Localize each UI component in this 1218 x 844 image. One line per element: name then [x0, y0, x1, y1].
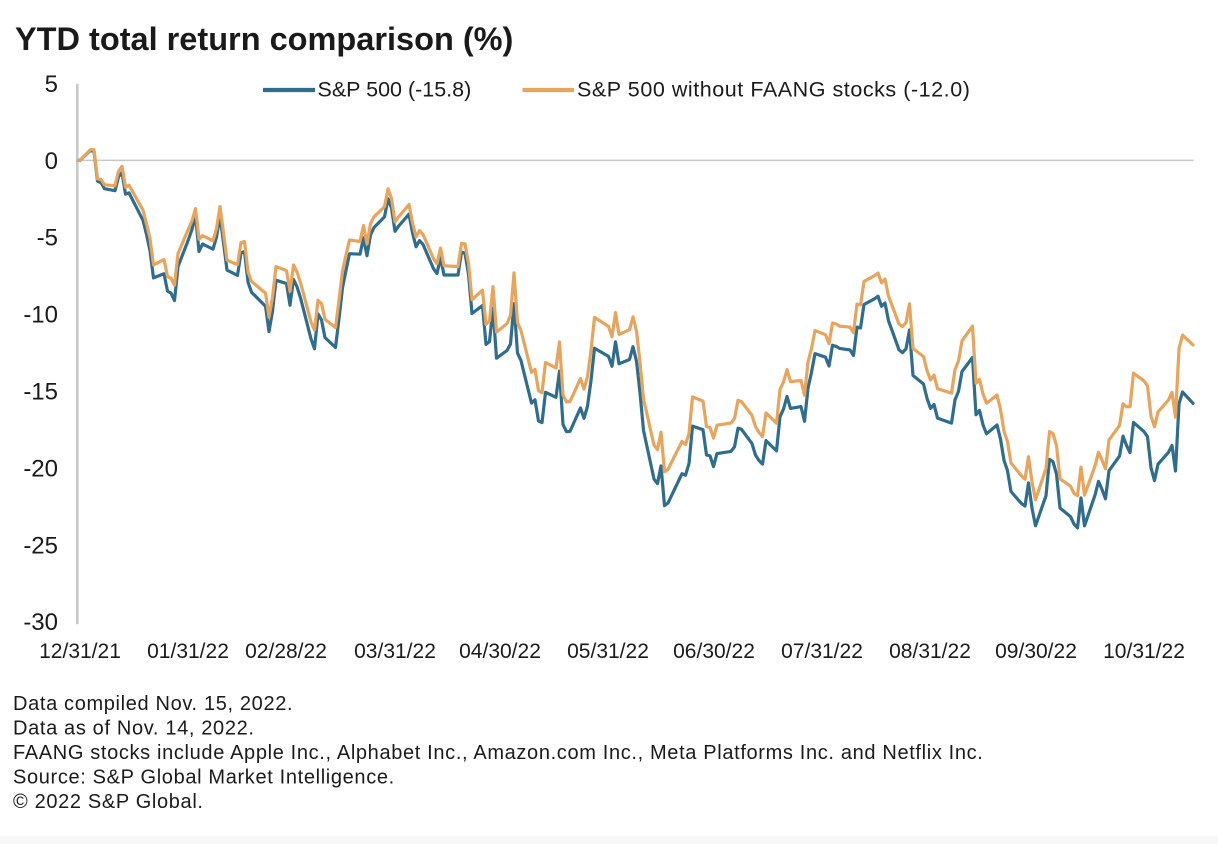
svg-text:05/31/22: 05/31/22	[567, 640, 649, 663]
svg-text:03/31/22: 03/31/22	[354, 640, 436, 663]
svg-text:FAANG stocks include Apple Inc: FAANG stocks include Apple Inc., Alphabe…	[13, 742, 984, 764]
svg-text:S&P 500 without FAANG stocks (: S&P 500 without FAANG stocks (-12.0)	[577, 78, 970, 102]
svg-text:S&P 500 (-15.8): S&P 500 (-15.8)	[318, 78, 472, 102]
svg-text:© 2022 S&P Global.: © 2022 S&P Global.	[13, 791, 204, 813]
svg-text:-15: -15	[23, 379, 58, 406]
svg-text:-25: -25	[23, 532, 58, 559]
svg-text:5: 5	[45, 71, 58, 98]
svg-text:Data compiled Nov. 15, 2022.: Data compiled Nov. 15, 2022.	[13, 693, 293, 715]
svg-text:06/30/22: 06/30/22	[673, 640, 755, 663]
svg-text:Data as of Nov. 14, 2022.: Data as of Nov. 14, 2022.	[13, 718, 255, 740]
svg-text:-20: -20	[23, 455, 58, 482]
svg-text:-30: -30	[23, 609, 58, 636]
svg-text:04/30/22: 04/30/22	[459, 640, 541, 663]
svg-text:12/31/21: 12/31/21	[39, 640, 121, 663]
svg-text:YTD total return comparison (%: YTD total return comparison (%)	[15, 21, 513, 57]
svg-text:02/28/22: 02/28/22	[245, 640, 327, 663]
svg-text:10/31/22: 10/31/22	[1103, 640, 1185, 663]
svg-text:07/31/22: 07/31/22	[781, 640, 863, 663]
svg-text:-10: -10	[23, 302, 58, 329]
svg-text:0: 0	[45, 148, 58, 175]
svg-text:01/31/22: 01/31/22	[147, 640, 229, 663]
svg-text:09/30/22: 09/30/22	[995, 640, 1077, 663]
svg-text:-5: -5	[37, 225, 58, 252]
svg-text:Source: S&P Global Market Inte: Source: S&P Global Market Intelligence.	[13, 766, 395, 788]
svg-text:08/31/22: 08/31/22	[889, 640, 971, 663]
